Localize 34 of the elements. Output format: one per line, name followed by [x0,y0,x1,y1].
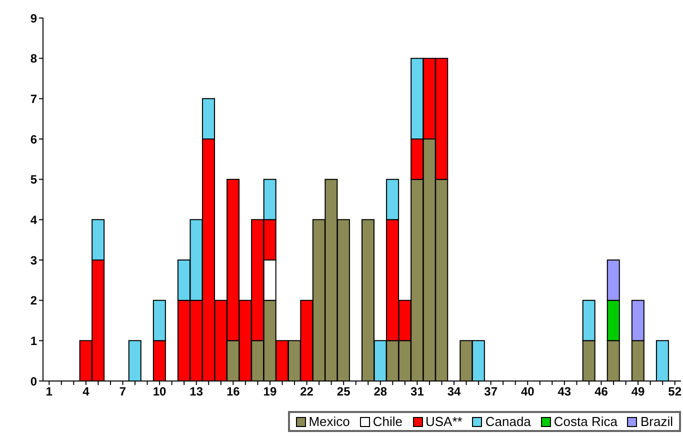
y-tick-label: 5 [30,172,38,187]
x-tick-label: 25 [336,384,351,399]
x-tick-label: 37 [484,384,498,399]
x-tick-label: 4 [82,384,90,399]
y-tick-label: 3 [30,253,38,268]
legend-label: Canada [485,414,531,429]
legend-label: Brazil [640,414,673,429]
y-tick-label: 2 [30,294,38,308]
x-tick-label: 43 [558,384,572,399]
x-tick-label: 28 [374,384,388,399]
legend-label: USA** [426,414,462,429]
y-tick-label: 8 [30,52,38,66]
x-tick-label: 46 [594,384,608,399]
x-tick-label: 1 [46,384,53,399]
y-tick-label: 7 [30,92,38,106]
x-tick-label: 31 [410,384,424,399]
legend-label: Mexico [308,414,350,429]
x-tick-label: 19 [263,384,277,399]
x-tick-label: 13 [190,384,204,399]
x-tick-label: 52 [668,384,682,399]
y-tick-label: 1 [30,334,38,348]
x-tick-label: 40 [520,384,535,399]
x-tick-label: 22 [300,384,314,399]
x-tick-label: 10 [152,384,167,399]
y-tick-label: 6 [30,132,38,146]
legend-label: Costa Rica [554,414,618,429]
y-tick-label: 4 [30,212,38,227]
x-tick-label: 16 [226,384,240,399]
y-tick-label: 0 [30,374,38,388]
x-tick-label: 34 [447,384,462,399]
x-tick-label: 49 [631,384,646,399]
x-tick-label: 7 [119,384,126,399]
legend-label: Chile [372,414,402,429]
y-tick-label: 9 [30,11,38,26]
